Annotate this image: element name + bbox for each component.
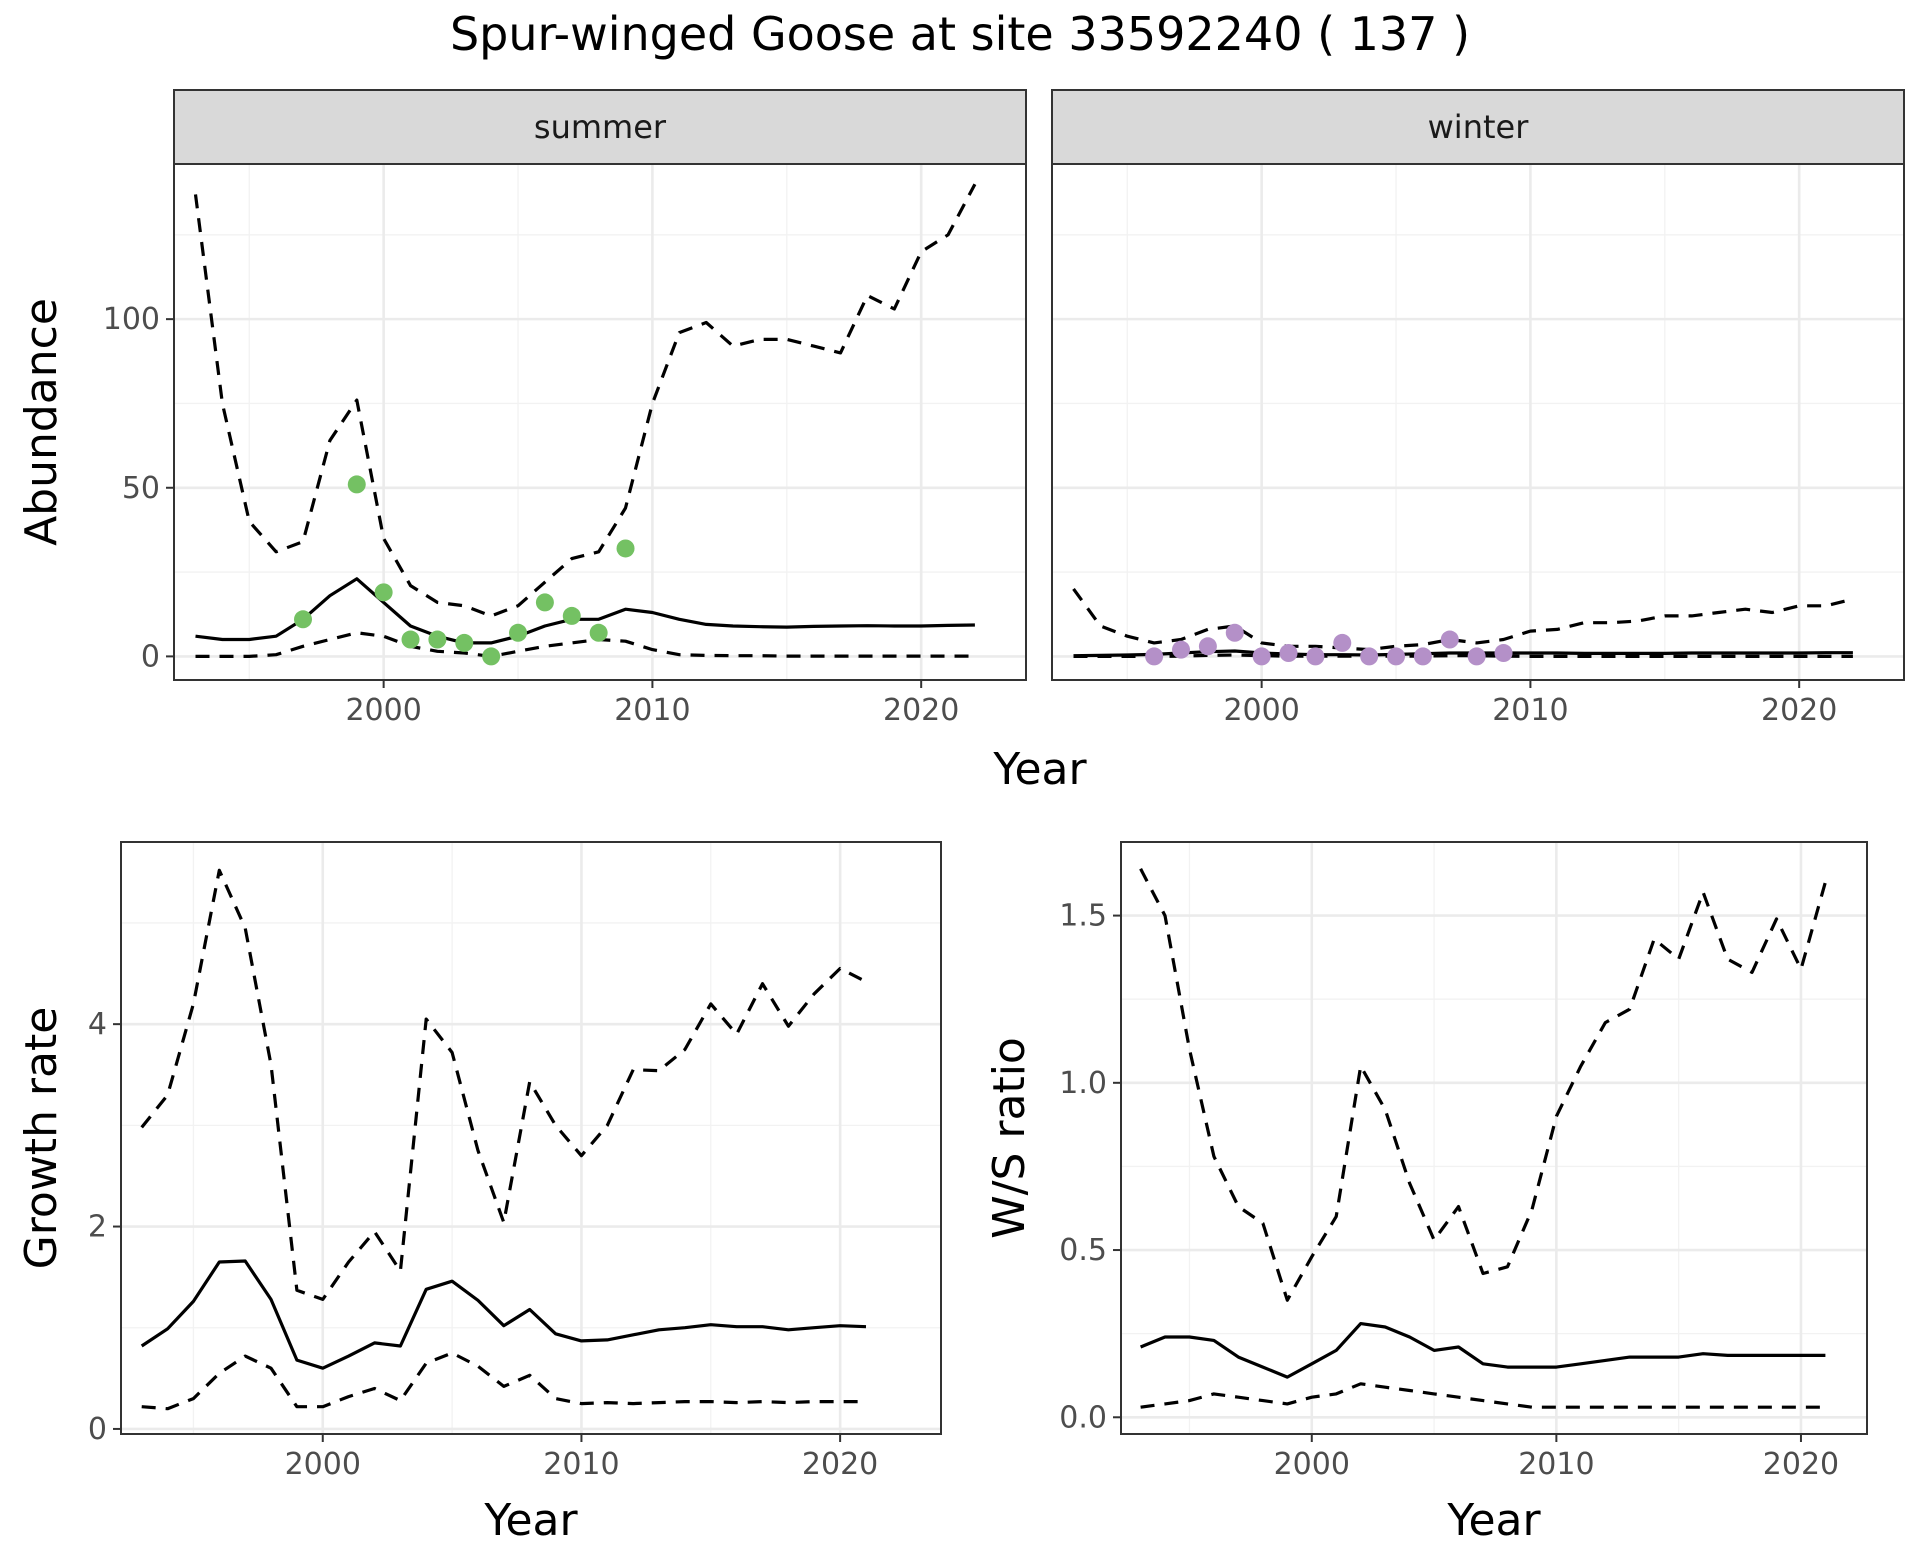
y-axis-title-growth: Growth rate xyxy=(16,1007,67,1270)
y-tick-label: 1.0 xyxy=(1059,1066,1107,1101)
observed-point xyxy=(1467,647,1486,666)
y-tick-label: 2 xyxy=(88,1210,107,1245)
observed-point xyxy=(562,606,581,625)
y-tick-label: 50 xyxy=(122,471,160,506)
observed-point xyxy=(1145,647,1164,666)
panel-growth: 2000 2010 2020 0 2 4 Growth rate Year xyxy=(16,841,942,1546)
x-axis-title-growth: Year xyxy=(483,1495,578,1546)
x-axis-title-top: Year xyxy=(992,744,1087,795)
observed-point xyxy=(1413,647,1432,666)
observed-point xyxy=(1172,640,1191,659)
series-upper-ci xyxy=(1072,587,1854,652)
series-lower-ci xyxy=(141,1351,866,1411)
x-tick-label: 2000 xyxy=(1274,1447,1350,1482)
series-lower-ci xyxy=(1140,1382,1826,1409)
series-lower-ci xyxy=(195,631,975,658)
strip-summer xyxy=(173,89,1027,165)
x-tick-label: 2000 xyxy=(285,1447,361,1482)
panel-border xyxy=(173,163,1027,681)
y-tick-label: 1.5 xyxy=(1059,899,1107,934)
chart-title: Spur-winged Goose at site 33592240 ( 137… xyxy=(450,7,1470,61)
y-tick-label: 0.5 xyxy=(1059,1233,1107,1268)
x-tick-label: 2020 xyxy=(1761,693,1837,728)
observed-point xyxy=(1225,623,1244,642)
x-tick-label: 2010 xyxy=(543,1447,619,1482)
panel-border xyxy=(1120,841,1868,1435)
panel-border xyxy=(120,841,942,1435)
x-tick-label: 2010 xyxy=(1492,693,1568,728)
panel-winter: winter 2000 2010 2020 xyxy=(1051,89,1905,728)
observed-point xyxy=(347,475,366,494)
series-upper-ci xyxy=(193,183,977,618)
x-tick-label: 2010 xyxy=(1518,1447,1594,1482)
strip-label-winter: winter xyxy=(1428,108,1530,146)
y-tick-label: 0 xyxy=(141,639,160,674)
panel-background xyxy=(1121,842,1867,1434)
panel-border xyxy=(1051,163,1905,681)
y-axis-title-ratio: W/S ratio xyxy=(984,1037,1035,1239)
x-tick-label: 2010 xyxy=(614,693,690,728)
series-lower-ci xyxy=(1073,653,1853,658)
x-axis-title-ratio: Year xyxy=(1446,1495,1541,1546)
observed-point xyxy=(1440,630,1459,649)
strip-label-summer: summer xyxy=(534,108,667,146)
observed-point xyxy=(1279,644,1298,663)
panel-ratio: 2000 2010 2020 0.0 0.5 1.0 1.5 W/S ratio Year xyxy=(984,841,1868,1546)
observed-point xyxy=(616,539,635,558)
panel-summer: summer 2000 2010 2020 0 50 100 Abundance xyxy=(16,89,1027,728)
observed-point xyxy=(1333,633,1352,652)
observed-point xyxy=(294,610,313,629)
x-tick-label: 2000 xyxy=(345,693,421,728)
observed-point xyxy=(455,633,474,652)
observed-point xyxy=(374,583,393,602)
observed-point xyxy=(428,630,447,649)
observed-point xyxy=(1198,637,1217,656)
observed-point xyxy=(1387,647,1406,666)
observed-point xyxy=(535,593,554,612)
panel-background xyxy=(121,842,941,1434)
y-tick-label: 0 xyxy=(88,1412,107,1447)
x-tick-label: 2020 xyxy=(802,1447,878,1482)
observed-point xyxy=(1360,647,1379,666)
panel-background xyxy=(1052,164,1904,680)
x-tick-label: 2020 xyxy=(883,693,959,728)
x-tick-label: 2000 xyxy=(1223,693,1299,728)
x-tick-label: 2020 xyxy=(1763,1447,1839,1482)
series-mean xyxy=(140,1259,867,1370)
observed-point xyxy=(1494,644,1513,663)
observed-point xyxy=(589,623,608,642)
observed-point xyxy=(482,647,501,666)
series-upper-ci xyxy=(1139,868,1827,1302)
y-axis-title-summer: Abundance xyxy=(16,298,67,546)
panel-background xyxy=(174,164,1026,680)
y-tick-label: 4 xyxy=(88,1007,107,1042)
observed-point xyxy=(509,623,528,642)
y-tick-label: 100 xyxy=(103,302,160,337)
observed-point xyxy=(1252,647,1271,666)
series-mean xyxy=(1139,1322,1826,1379)
series-mean xyxy=(195,577,975,645)
y-tick-label: 0.0 xyxy=(1059,1400,1107,1435)
observed-point xyxy=(1306,647,1325,666)
observed-point xyxy=(401,630,420,649)
